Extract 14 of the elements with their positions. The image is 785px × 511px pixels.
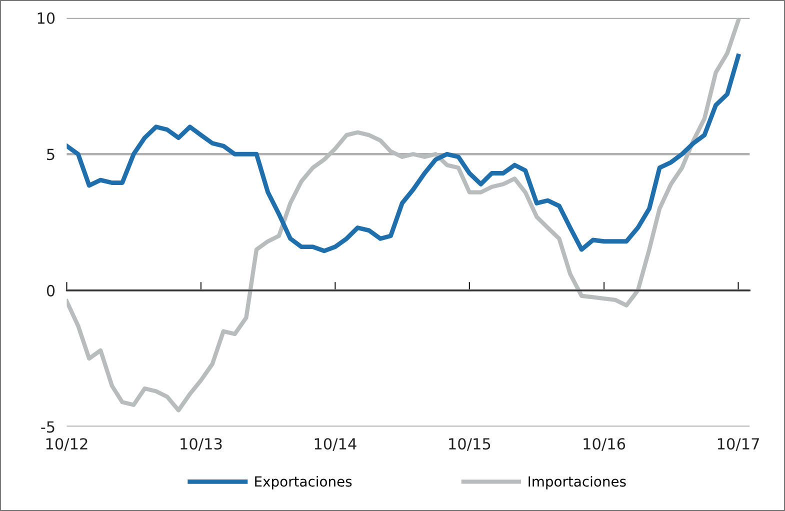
- legend-label: Exportaciones: [255, 476, 352, 490]
- y-tick-label: 0: [46, 284, 55, 296]
- x-tick-label: 10/12: [46, 438, 88, 451]
- y-tick-label: 5: [47, 148, 54, 160]
- x-tick-label: 10/17: [718, 438, 759, 451]
- y-tick-label: -5: [41, 421, 54, 433]
- line-series: [66, 18, 740, 412]
- x-tick-label: 10/13: [180, 438, 222, 451]
- y-tick-label: 10: [38, 12, 55, 24]
- legend-label: Importaciones: [528, 476, 626, 490]
- x-tick-label: 10/16: [584, 438, 626, 451]
- line-series: [66, 54, 740, 254]
- x-tick-label: 10/15: [449, 438, 490, 451]
- x-tick-label: 10/14: [314, 438, 356, 451]
